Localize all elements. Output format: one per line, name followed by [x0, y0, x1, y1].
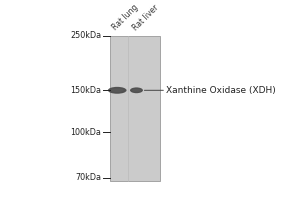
- Text: 250kDa: 250kDa: [70, 31, 101, 40]
- Text: 150kDa: 150kDa: [70, 86, 101, 95]
- Text: Rat lung: Rat lung: [111, 3, 140, 32]
- Text: 100kDa: 100kDa: [70, 128, 101, 137]
- Text: Xanthine Oxidase (XDH): Xanthine Oxidase (XDH): [144, 86, 276, 95]
- Ellipse shape: [130, 87, 143, 93]
- Ellipse shape: [132, 89, 141, 92]
- Text: 70kDa: 70kDa: [75, 173, 101, 182]
- Ellipse shape: [108, 87, 127, 94]
- Bar: [110, 36, 160, 181]
- Text: Rat liver: Rat liver: [131, 3, 160, 32]
- Ellipse shape: [111, 89, 124, 92]
